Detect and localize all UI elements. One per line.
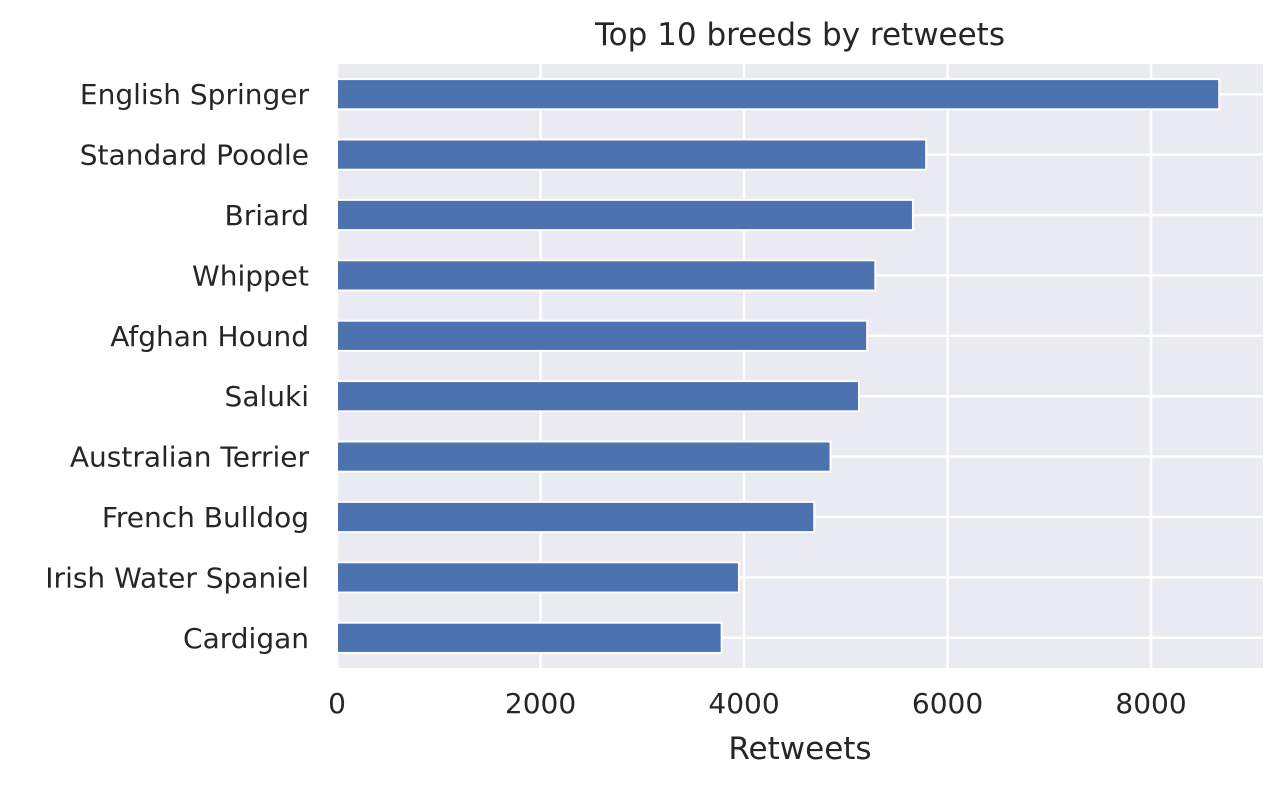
x-tick-label: 6000 [912, 687, 983, 720]
x-axis-label: Retweets [728, 731, 871, 767]
bar [336, 319, 869, 352]
y-tick-label: Afghan Hound [110, 320, 309, 353]
y-tick-label: Saluki [225, 380, 309, 413]
bar [336, 621, 723, 654]
bar [336, 198, 914, 232]
y-tick-label: Standard Poodle [80, 139, 309, 172]
bars [336, 78, 1221, 654]
y-tick-label: English Springer [80, 78, 310, 111]
chart-title: Top 10 breeds by retweets [594, 17, 1005, 53]
y-tick-label: Cardigan [183, 622, 309, 655]
bar [336, 380, 861, 413]
bar [336, 561, 740, 594]
bar [336, 259, 877, 292]
x-tick-label: 2000 [505, 687, 576, 720]
bar [336, 78, 1221, 111]
bar [336, 138, 928, 171]
x-tick-labels: 0 2000 4000 6000 8000 [328, 687, 1187, 720]
bar [336, 500, 816, 534]
y-tick-label: Briard [225, 199, 309, 232]
x-tick-label: 0 [328, 687, 346, 720]
y-tick-label: Whippet [192, 259, 309, 292]
y-tick-labels: English Springer Standard Poodle Briard Whi… [45, 78, 309, 655]
bar [336, 440, 832, 473]
y-tick-label: Australian Terrier [70, 441, 310, 474]
x-tick-label: 4000 [708, 687, 779, 720]
x-tick-label: 8000 [1115, 687, 1186, 720]
y-tick-label: French Bulldog [102, 501, 309, 534]
y-tick-label: Irish Water Spaniel [45, 561, 309, 594]
